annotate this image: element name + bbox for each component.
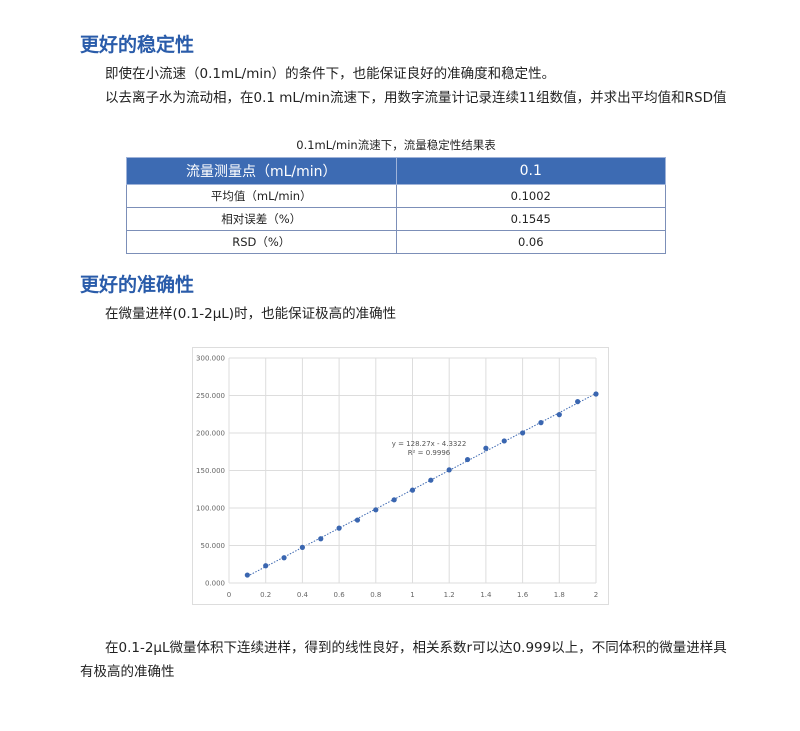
cell: RSD（%） — [126, 230, 397, 254]
data-point — [336, 525, 342, 531]
data-point — [409, 487, 416, 493]
data-point — [244, 572, 250, 578]
data-point — [501, 438, 507, 444]
data-point — [354, 517, 361, 523]
data-point — [281, 555, 287, 561]
x-tick-label: 0.2 — [260, 591, 271, 599]
x-tick-label: 0.4 — [297, 591, 309, 599]
y-tick-label: 100.000 — [196, 505, 225, 513]
header-cell: 流量测量点（mL/min） — [126, 157, 397, 185]
y-tick-label: 200.000 — [196, 430, 225, 438]
x-tick-label: 1 — [410, 591, 414, 599]
cell: 0.06 — [395, 230, 666, 254]
paragraph: 在微量进样(0.1-2μL)时，也能保证极高的准确性 — [105, 306, 397, 322]
chart-svg: y = 128.27x - 4.3322 R² = 0.9996 0.000 50… — [196, 355, 599, 599]
data-point — [391, 497, 397, 503]
x-tick-label: 0.6 — [334, 591, 346, 599]
y-tick-label: 300.000 — [196, 355, 225, 363]
cell: 相对误差（%） — [126, 207, 397, 231]
x-tick-label: 1.4 — [480, 591, 492, 599]
table-row: RSD（%） 0.06 — [126, 230, 666, 254]
trendline — [247, 392, 597, 577]
stability-table: 流量测量点（mL/min） 0.1 平均值（mL/min） 0.1002 相对误差（… — [126, 157, 666, 254]
cell: 平均值（mL/min） — [126, 184, 397, 208]
calibration-chart: y = 128.27x - 4.3322 R² = 0.9996 0.000 50… — [192, 347, 609, 605]
data-point — [575, 399, 581, 405]
x-tick-label: 0.8 — [370, 591, 381, 599]
data-point — [318, 536, 324, 542]
paragraph: 即使在小流速（0.1mL/min）的条件下，也能保证良好的准确度和稳定性。 — [105, 66, 556, 82]
paragraph: 在0.1-2μL微量体积下连续进样，得到的线性良好，相关系数r可以达0.999以… — [80, 640, 727, 680]
x-tick-label: 1.2 — [444, 591, 455, 599]
data-point — [538, 420, 544, 426]
y-tick-label: 150.000 — [196, 467, 225, 475]
cell: 0.1002 — [395, 184, 666, 208]
table-row: 相对误差（%） 0.1545 — [126, 207, 666, 231]
heading-accuracy: 更好的准确性 — [80, 274, 195, 296]
table-caption: 0.1mL/min流速下，流量稳定性结果表 — [296, 138, 496, 152]
y-tick-label: 250.000 — [196, 392, 225, 400]
equation-label: y = 128.27x - 4.3322 — [392, 440, 467, 448]
x-tick-label: 1.8 — [554, 591, 565, 599]
data-point — [263, 563, 269, 569]
data-point — [299, 544, 305, 550]
x-tick-label: 2 — [594, 591, 598, 599]
table-row: 平均值（mL/min） 0.1002 — [126, 184, 666, 208]
data-point — [556, 412, 562, 418]
data-point — [446, 467, 452, 473]
header-cell: 0.1 — [395, 157, 666, 185]
data-point — [464, 456, 471, 463]
paragraph: 以去离子水为流动相，在0.1 mL/min流速下，用数字流量计记录连续11组数值… — [105, 90, 727, 106]
data-point — [428, 477, 434, 483]
x-tick-label: 0 — [227, 591, 231, 599]
data-point — [373, 507, 379, 513]
x-tick-label: 1.6 — [517, 591, 529, 599]
data-point — [483, 445, 489, 451]
r2-label: R² = 0.9996 — [408, 449, 451, 457]
data-point — [593, 391, 599, 397]
data-point — [520, 430, 526, 436]
y-tick-label: 50.000 — [201, 542, 226, 550]
heading-stability: 更好的稳定性 — [80, 34, 195, 56]
cell: 0.1545 — [395, 207, 666, 231]
y-tick-label: 0.000 — [205, 580, 225, 588]
